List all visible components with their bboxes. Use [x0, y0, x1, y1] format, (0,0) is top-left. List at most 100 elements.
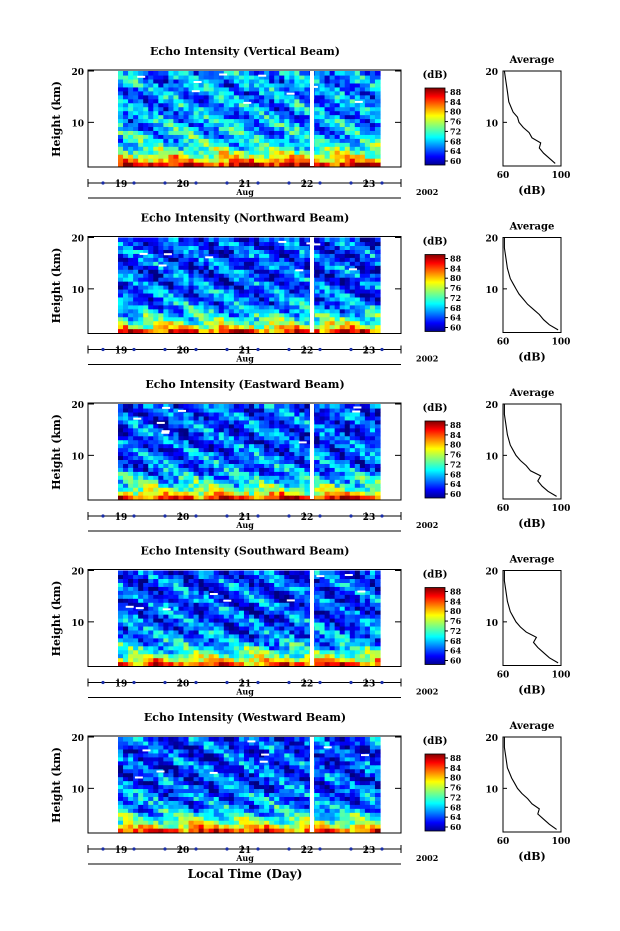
heatmap-cell [364, 594, 371, 599]
heatmap-cell [369, 451, 376, 457]
heatmap-cell [193, 130, 200, 135]
heatmap-cell [259, 479, 265, 484]
heatmap-cell [299, 102, 306, 108]
heatmap-cell [319, 435, 326, 441]
heatmap-cell [138, 435, 144, 441]
heatmap-cell [329, 265, 336, 270]
heatmap-cell [349, 629, 356, 635]
heatmap-cell [254, 71, 260, 76]
heatmap-cell [364, 610, 371, 615]
heatmap-cell [198, 110, 205, 116]
heatmap-cell [163, 142, 169, 147]
heatmap-cell [354, 602, 361, 607]
heatmap-cell [133, 495, 139, 500]
heatmap-cell [284, 423, 290, 429]
heatmap-cell [299, 431, 306, 437]
heatmap-cell [259, 451, 265, 457]
heatmap-cell [183, 237, 190, 243]
heatmap-cell [123, 463, 129, 468]
heatmap-cell [279, 431, 285, 437]
heatmap-cell [339, 304, 346, 310]
heatmap-cell [243, 74, 250, 80]
heatmap-cell [213, 324, 220, 330]
heatmap-cell [344, 415, 351, 421]
heatmap-cell [314, 590, 321, 595]
heatmap-cell [334, 110, 341, 116]
heatmap-cell [334, 419, 341, 425]
heatmap-cell [118, 241, 124, 247]
heatmap-cell [183, 265, 190, 270]
heatmap-cell [284, 407, 290, 413]
heatmap-cell [264, 435, 270, 441]
heatmap-cell [319, 285, 326, 290]
heatmap-cell [243, 158, 250, 163]
heatmap-cell [344, 614, 351, 619]
heatmap-cell [249, 122, 255, 128]
heatmap-cell [168, 273, 175, 278]
heatmap-cell [299, 281, 306, 286]
heatmap-cell [118, 158, 124, 163]
heatmap-cell [213, 657, 220, 663]
heatmap-cell [178, 82, 185, 88]
heatmap-cell [364, 288, 371, 294]
heatmap-cell [168, 467, 175, 472]
heatmap-cell [269, 71, 275, 76]
echo-heatmap [118, 237, 381, 334]
heatmap-cell [284, 447, 290, 453]
heatmap-cell [304, 86, 311, 92]
heatmap-cell [228, 435, 235, 441]
heatmap-cell [163, 657, 169, 663]
heatmap-cell [369, 439, 376, 445]
heatmap-cell [259, 118, 265, 124]
heatmap-cell [168, 602, 175, 607]
heatmap-cell [238, 598, 245, 603]
heatmap-cell [324, 245, 331, 250]
heatmap-cell [374, 296, 381, 302]
heatmap-cell [284, 411, 290, 417]
heatmap-cell [183, 110, 190, 116]
heatmap-cell [314, 292, 321, 298]
heatmap-cell [138, 237, 144, 243]
heatmap-cell [249, 618, 255, 623]
heatmap-cell [284, 126, 290, 131]
heatmap-cell [354, 82, 361, 88]
heatmap-cell [329, 435, 336, 441]
heatmap-cell [203, 265, 210, 270]
heatmap-cell [324, 415, 331, 421]
heatmap-cell [344, 71, 351, 76]
heatmap-cell [274, 439, 280, 445]
heatmap-cell [319, 447, 326, 453]
heatmap-cell [249, 443, 255, 449]
missing-data-mark [178, 409, 186, 412]
heatmap-cell [143, 288, 149, 294]
heatmap-cell [324, 257, 331, 262]
heatmap-cell [193, 411, 200, 417]
heatmap-cell [153, 277, 159, 282]
heatmap-cell [329, 118, 336, 124]
heatmap-cell [173, 102, 180, 108]
heatmap-cell [188, 471, 195, 476]
heatmap-cell [203, 316, 210, 322]
heatmap-cell [153, 645, 159, 651]
heatmap-cell [178, 300, 185, 306]
heatmap-cell [324, 277, 331, 282]
heatmap-cell [344, 304, 351, 310]
heatmap-cell [344, 300, 351, 306]
heatmap-cell [218, 249, 225, 254]
heatmap-cell [264, 629, 270, 635]
heatmap-cell [304, 134, 311, 139]
heatmap-cell [163, 320, 169, 326]
heatmap-cell [148, 74, 154, 80]
heatmap-cell [304, 598, 311, 603]
heatmap-cell [259, 308, 265, 314]
heatmap-cell [228, 288, 235, 294]
heatmap-cell [304, 265, 311, 270]
heatmap-cell [153, 625, 159, 631]
heatmap-cell [354, 431, 361, 437]
heatmap-cell [324, 90, 331, 96]
heatmap-cell [339, 633, 346, 639]
heatmap-cell [123, 431, 129, 437]
heatmap-cell [173, 71, 180, 76]
heatmap-cell [324, 419, 331, 425]
heatmap-cell [264, 586, 270, 591]
